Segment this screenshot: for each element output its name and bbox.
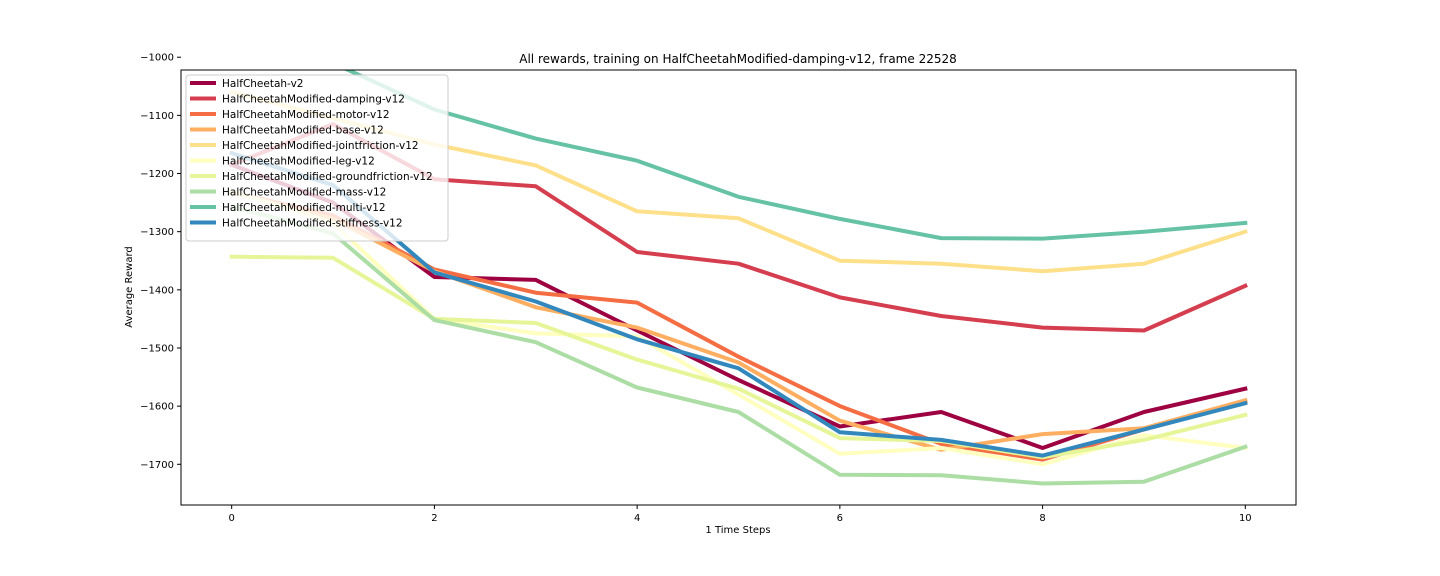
y-tick-label: −1300 bbox=[140, 227, 174, 238]
y-tick-label: −1000 bbox=[140, 53, 174, 64]
series-line-9 bbox=[229, 150, 1248, 458]
legend-label: HalfCheetahModified-groundfriction-v12 bbox=[222, 171, 433, 183]
legend-box bbox=[185, 74, 449, 242]
legend-label: HalfCheetahModified-multi-v12 bbox=[222, 202, 386, 214]
x-tick-label: 2 bbox=[431, 513, 437, 524]
x-tick-label: 4 bbox=[634, 513, 640, 524]
legend-label: HalfCheetahModified-damping-v12 bbox=[222, 94, 405, 106]
legend-label: HalfCheetahModified-motor-v12 bbox=[222, 109, 390, 121]
y-axis: −1000 −1100 −1200 −1300 −1400 −1500 −1600 −1700 bbox=[140, 53, 181, 471]
x-tick-label: 8 bbox=[1039, 513, 1045, 524]
y-axis-label: Average Reward bbox=[124, 246, 135, 327]
series-line-7 bbox=[229, 204, 1248, 486]
plot-frame bbox=[180, 69, 1297, 506]
series-line-5 bbox=[229, 188, 1248, 467]
chart-title: All rewards, training on HalfCheetahModi… bbox=[519, 52, 957, 66]
legend-label: HalfCheetahModified-leg-v12 bbox=[222, 156, 375, 168]
series-line-3 bbox=[229, 189, 1248, 452]
legend-label: HalfCheetah-v2 bbox=[222, 78, 303, 90]
series-line-6 bbox=[229, 254, 1248, 460]
legend-label: HalfCheetahModified-jointfriction-v12 bbox=[222, 140, 419, 152]
legend-label: HalfCheetahModified-stiffness-v12 bbox=[222, 218, 403, 230]
y-tick-label: −1400 bbox=[140, 285, 174, 296]
legend-label: HalfCheetahModified-base-v12 bbox=[222, 125, 384, 137]
y-tick-label: −1600 bbox=[140, 402, 174, 413]
x-tick-label: 0 bbox=[228, 513, 234, 524]
x-tick-label: 10 bbox=[1239, 513, 1252, 524]
legend: HalfCheetah-v2 HalfCheetahModified-dampin… bbox=[185, 74, 449, 242]
y-tick-label: −1500 bbox=[140, 343, 174, 354]
y-tick-label: −1700 bbox=[140, 460, 174, 471]
x-tick-label: 6 bbox=[837, 513, 843, 524]
x-axis-label: 1 Time Steps bbox=[705, 525, 770, 536]
y-tick-label: −1100 bbox=[140, 111, 174, 122]
x-axis: 0 2 4 6 8 10 bbox=[228, 505, 1252, 524]
y-tick-label: −1200 bbox=[140, 169, 174, 180]
legend-label: HalfCheetahModified-mass-v12 bbox=[222, 187, 386, 199]
